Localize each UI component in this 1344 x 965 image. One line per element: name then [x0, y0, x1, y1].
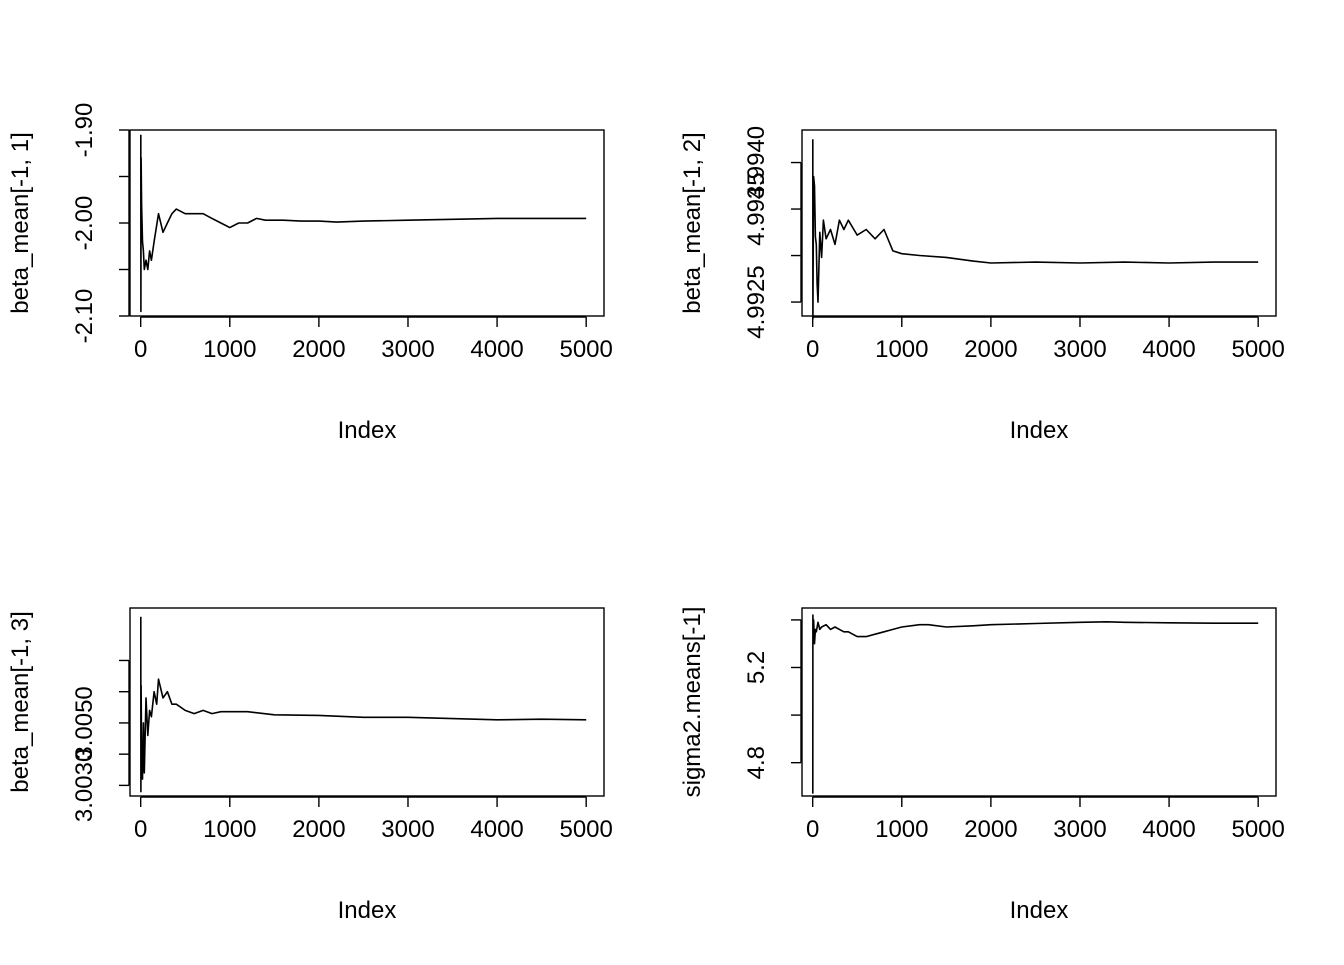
x-tick-label: 0	[134, 336, 147, 363]
x-tick-label: 5000	[1231, 336, 1284, 363]
plot-frame	[129, 129, 605, 317]
trace-line	[812, 614, 1259, 794]
trace-panel-2: 0 1000 2000 3000 4000 5000 Index 4.9925 4.99354.…	[679, 126, 1285, 444]
y-tick-label: -2.00	[71, 196, 98, 251]
x-tick-label: 5000	[559, 336, 612, 363]
x-tick-label: 4000	[470, 816, 523, 843]
x-tick-label: 3000	[1053, 816, 1106, 843]
x-tick-label: 3000	[1053, 336, 1106, 363]
x-axis-label: Index	[338, 417, 397, 444]
trace-panel-1: 0 1000 2000 3000 4000 5000 Index -2.10 -2.00 -1.9…	[7, 103, 613, 444]
x-tick-label: 1000	[875, 336, 928, 363]
x-tick-label: 2000	[964, 816, 1017, 843]
x-tick-label: 4000	[1142, 336, 1195, 363]
x-tick-label: 2000	[292, 336, 345, 363]
trace-line	[812, 139, 1259, 320]
x-tick-label: 2000	[292, 816, 345, 843]
x-tick-label: 2000	[964, 336, 1017, 363]
y-axis-label: beta_mean[-1, 3]	[7, 611, 34, 792]
y-tick-label: 4.9940	[743, 126, 770, 199]
y-axis-label: beta_mean[-1, 1]	[7, 132, 34, 313]
y-tick-label: 3.0030	[71, 749, 98, 822]
x-tick-label: 3000	[381, 816, 434, 843]
trace-line	[140, 616, 587, 793]
y-axis-label: beta_mean[-1, 2]	[679, 132, 706, 313]
x-axis-label: Index	[1010, 897, 1069, 924]
x-tick-label: 1000	[203, 816, 256, 843]
x-tick-label: 5000	[1231, 816, 1284, 843]
y-axis-label: sigma2.means[-1]	[679, 607, 706, 798]
y-tick-label: 5.2	[743, 651, 770, 684]
x-tick-label: 0	[806, 816, 819, 843]
y-tick-label: 4.9935	[743, 172, 770, 245]
x-tick-label: 1000	[875, 816, 928, 843]
x-tick-label: 4000	[1142, 816, 1195, 843]
trace-panel-4: 0 1000 2000 3000 4000 5000 Index 4.8 5.2 sigma2.m…	[679, 607, 1285, 924]
x-tick-label: 4000	[470, 336, 523, 363]
x-tick-label: 1000	[203, 336, 256, 363]
x-axis-label: Index	[338, 897, 397, 924]
y-tick-label: 4.9925	[743, 265, 770, 338]
x-axis-label: Index	[1010, 417, 1069, 444]
x-tick-label: 0	[806, 336, 819, 363]
y-tick-label: 4.8	[743, 746, 770, 779]
x-tick-label: 5000	[559, 816, 612, 843]
y-tick-label: -2.10	[71, 289, 98, 344]
plot-frame	[129, 607, 605, 797]
y-tick-label: 3.0050	[71, 686, 98, 759]
plot-frame	[801, 607, 1277, 797]
plot-frame	[801, 129, 1277, 317]
x-tick-label: 0	[134, 816, 147, 843]
x-tick-label: 3000	[381, 336, 434, 363]
y-tick-label: -1.90	[71, 103, 98, 158]
trace-line	[140, 134, 587, 313]
